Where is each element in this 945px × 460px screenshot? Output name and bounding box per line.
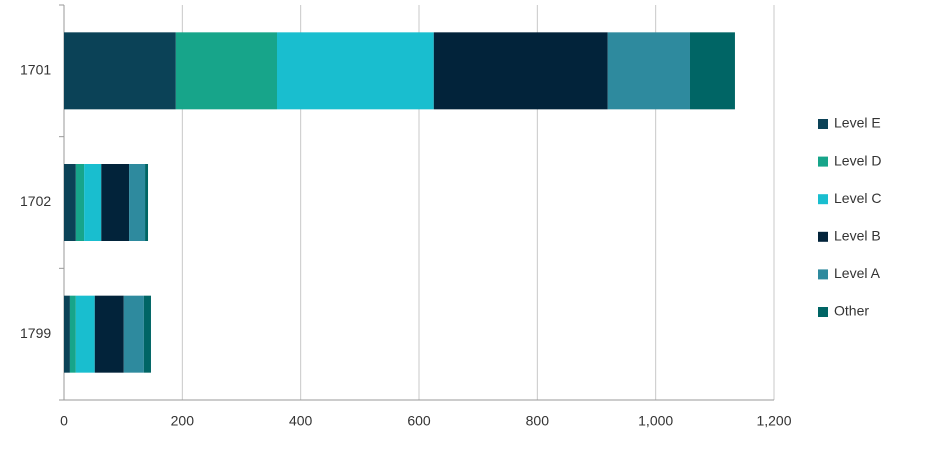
bar-segment: [64, 32, 176, 110]
bar-segment: [64, 164, 76, 241]
legend-label: Level C: [834, 190, 881, 206]
bar-segment: [129, 164, 146, 241]
bar-segment: [69, 295, 76, 373]
bar-segment: [607, 32, 690, 110]
bar-segment: [689, 32, 735, 110]
bar-segment: [64, 295, 70, 373]
legend-label: Level A: [834, 265, 881, 281]
bar-segment: [175, 32, 277, 110]
legend-swatch: [818, 156, 828, 167]
y-tick-label: 1702: [20, 193, 51, 209]
legend-swatch: [818, 194, 828, 205]
legend-label: Level B: [834, 228, 881, 244]
bar-segment: [84, 164, 102, 241]
bar-segment: [143, 295, 151, 373]
legend-label: Level E: [834, 115, 881, 131]
bar-segment: [433, 32, 608, 110]
legend-swatch: [818, 269, 828, 280]
bar-segment: [101, 164, 130, 241]
bar-segment: [94, 295, 124, 373]
bar-segment: [123, 295, 144, 373]
x-tick-label: 0: [60, 413, 68, 429]
bar-segment: [145, 164, 149, 241]
x-tick-label: 400: [289, 413, 313, 429]
x-tick-label: 1,000: [638, 413, 673, 429]
legend-swatch: [818, 231, 828, 242]
x-tick-label: 600: [407, 413, 431, 429]
y-tick-label: 1701: [20, 62, 51, 78]
bar-segment: [75, 164, 85, 241]
y-tick-label: 1799: [20, 325, 51, 341]
bar-segment: [75, 295, 95, 373]
x-tick-label: 1,200: [756, 413, 791, 429]
x-tick-label: 800: [526, 413, 550, 429]
legend-label: Level D: [834, 152, 881, 168]
legend-label: Other: [834, 303, 869, 319]
bar-segment: [277, 32, 434, 110]
legend-swatch: [818, 119, 828, 129]
x-tick-label: 200: [171, 413, 195, 429]
legend-swatch: [818, 307, 828, 317]
